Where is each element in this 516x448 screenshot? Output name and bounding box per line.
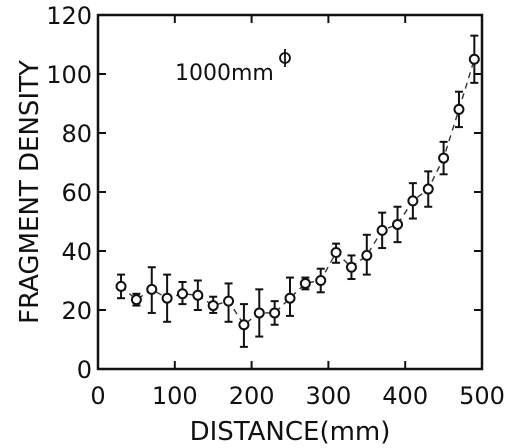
y-tick-label: 80 bbox=[61, 120, 92, 148]
error-bar bbox=[393, 205, 402, 244]
error-bar bbox=[424, 170, 433, 208]
data-point bbox=[299, 277, 311, 289]
data-point bbox=[238, 319, 250, 331]
data-point bbox=[438, 152, 450, 164]
data-point bbox=[284, 292, 296, 304]
error-bar bbox=[224, 282, 233, 323]
data-point bbox=[468, 53, 480, 65]
error-bar bbox=[332, 242, 341, 264]
x-tick-label: 200 bbox=[229, 382, 275, 410]
error-bar bbox=[270, 300, 279, 326]
trend-line bbox=[120, 59, 475, 326]
annotation-text: 1000mm bbox=[175, 61, 274, 86]
data-point bbox=[161, 292, 173, 304]
data-point bbox=[453, 103, 465, 115]
data-point bbox=[223, 295, 235, 307]
data-point bbox=[115, 280, 127, 292]
data-point bbox=[269, 307, 281, 319]
error-bar bbox=[239, 303, 248, 348]
data-point bbox=[376, 224, 388, 236]
error-bar bbox=[347, 254, 356, 281]
data-point bbox=[345, 261, 357, 273]
points-layer bbox=[115, 53, 480, 331]
data-point bbox=[253, 307, 265, 319]
data-point bbox=[422, 183, 434, 195]
error-bar bbox=[163, 273, 172, 323]
y-tick-label: 120 bbox=[46, 2, 92, 30]
error-bar bbox=[117, 273, 126, 300]
y-tick-label: 20 bbox=[61, 297, 92, 325]
error-bar bbox=[408, 182, 417, 220]
data-point bbox=[407, 195, 419, 207]
annotation-diameter-label: 1000mm bbox=[175, 49, 291, 86]
data-point bbox=[192, 289, 204, 301]
data-point bbox=[146, 283, 158, 295]
error-bar bbox=[193, 279, 202, 311]
error-bar bbox=[439, 140, 448, 176]
error-bar bbox=[286, 276, 294, 317]
error-bar bbox=[255, 288, 264, 338]
data-point bbox=[315, 275, 327, 286]
error-bar bbox=[209, 295, 218, 314]
curve-layer bbox=[120, 59, 475, 326]
data-point bbox=[130, 294, 142, 306]
x-tick-label: 100 bbox=[152, 382, 198, 410]
error-bar bbox=[362, 233, 371, 276]
error-bar bbox=[470, 34, 479, 84]
data-point bbox=[330, 246, 342, 258]
diameter-symbol-icon bbox=[279, 49, 291, 67]
error-bar bbox=[178, 280, 187, 306]
x-tick-label: 0 bbox=[90, 382, 105, 410]
x-tick-label: 500 bbox=[459, 382, 505, 410]
y-tick-label: 0 bbox=[77, 356, 92, 384]
error-bar bbox=[316, 267, 325, 294]
y-tick-label: 60 bbox=[61, 179, 92, 207]
data-point bbox=[392, 218, 404, 230]
data-point bbox=[176, 288, 188, 300]
data-point bbox=[361, 249, 373, 261]
y-tick-label: 100 bbox=[46, 61, 92, 89]
data-point bbox=[207, 300, 219, 312]
x-axis-label: DISTANCE(mm) bbox=[190, 417, 391, 444]
error-bar bbox=[147, 266, 156, 314]
error-bar bbox=[454, 90, 463, 129]
ticks-layer: 0 100 200 300 400 500 0 20 40 60 80 100 120 bbox=[46, 2, 505, 410]
y-tick-label: 40 bbox=[61, 238, 92, 266]
errorbar-layer bbox=[117, 34, 479, 348]
x-tick-label: 400 bbox=[382, 382, 428, 410]
x-tick-label: 300 bbox=[305, 382, 351, 410]
y-axis-label: FRAGMENT DENSITY bbox=[15, 60, 45, 324]
error-bar bbox=[378, 211, 387, 250]
